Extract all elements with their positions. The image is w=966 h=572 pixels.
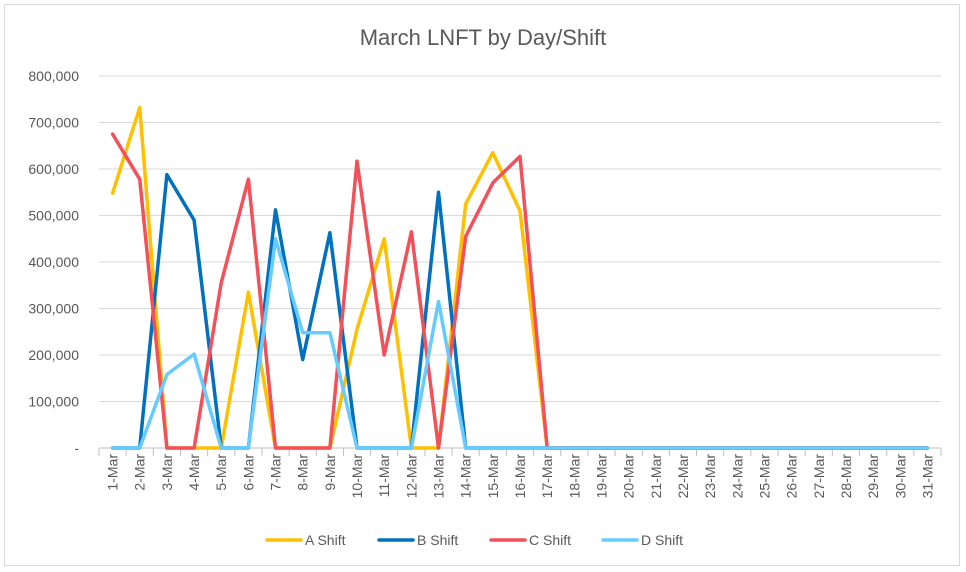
chart-frame: March LNFT by Day/Shift - 100,000 200,000 3…: [4, 4, 960, 566]
y-tick-label: 600,000: [28, 161, 79, 177]
x-tick-label: 25-Mar: [756, 454, 772, 499]
x-tick-label: 16-Mar: [512, 454, 528, 499]
x-tick-label: 31-Mar: [919, 454, 935, 499]
series-line-c-shift: [110, 132, 930, 450]
x-axis: 1-Mar 2-Mar 3-Mar 4-Mar 5-Mar 6-Mar 7-Mar 8-Mar…: [98, 447, 942, 499]
x-tick-label: 13-Mar: [431, 454, 447, 499]
x-tick-label: 9-Mar: [322, 454, 338, 491]
x-tick-label: 17-Mar: [539, 454, 555, 499]
x-tick-label: 19-Mar: [593, 454, 609, 499]
x-tick-label: 28-Mar: [838, 454, 854, 499]
y-tick-label: -: [74, 440, 79, 456]
y-tick-label: 800,000: [28, 68, 79, 84]
x-tick-label: 6-Mar: [240, 454, 256, 491]
x-tick-label: 15-Mar: [485, 454, 501, 499]
series-line-d-shift: [110, 237, 930, 450]
x-tick-label: 5-Mar: [213, 454, 229, 491]
x-tick-label: 4-Mar: [186, 454, 202, 491]
x-tick-label: 21-Mar: [648, 454, 664, 499]
x-tick-label: 12-Mar: [403, 454, 419, 499]
y-tick-label: 700,000: [28, 115, 79, 131]
legend-entry: B Shift: [417, 532, 458, 548]
x-tick-label: 10-Mar: [349, 454, 365, 499]
x-tick-label: 18-Mar: [566, 454, 582, 499]
x-tick-label: 22-Mar: [675, 454, 691, 499]
legend-entry: D Shift: [641, 532, 683, 548]
x-tick-label: 11-Mar: [376, 454, 392, 498]
y-tick-label: 300,000: [28, 301, 79, 317]
gridlines: [99, 75, 941, 402]
x-tick-label: 7-Mar: [268, 454, 284, 491]
x-tick-label: 3-Mar: [159, 454, 175, 491]
line-chart: March LNFT by Day/Shift - 100,000 200,000 3…: [28, 25, 942, 548]
series-lines: [110, 105, 930, 450]
y-tick-label: 200,000: [28, 347, 79, 363]
x-tick-label: 8-Mar: [295, 454, 311, 491]
x-tick-label: 27-Mar: [811, 454, 827, 499]
x-tick-label: 20-Mar: [621, 454, 637, 499]
y-tick-label: 500,000: [28, 208, 79, 224]
legend: A Shift B Shift C Shift D Shift: [265, 532, 683, 548]
x-tick-label: 30-Mar: [892, 454, 908, 499]
chart-title: March LNFT by Day/Shift: [360, 25, 607, 50]
x-tick-label: 26-Mar: [784, 454, 800, 499]
legend-entry: A Shift: [305, 532, 346, 548]
y-tick-label: 100,000: [28, 394, 79, 410]
x-tick-label: 1-Mar: [105, 454, 121, 491]
legend-entry: C Shift: [529, 532, 571, 548]
x-tick-label: 2-Mar: [132, 454, 148, 491]
x-tick-label: 14-Mar: [458, 454, 474, 499]
y-tick-label: 400,000: [28, 254, 79, 270]
x-tick-label: 29-Mar: [865, 454, 881, 499]
x-tick-label: 24-Mar: [729, 454, 745, 499]
x-tick-label: 23-Mar: [702, 454, 718, 499]
y-axis: - 100,000 200,000 300,000 400,000 500,000 600,…: [28, 68, 79, 456]
